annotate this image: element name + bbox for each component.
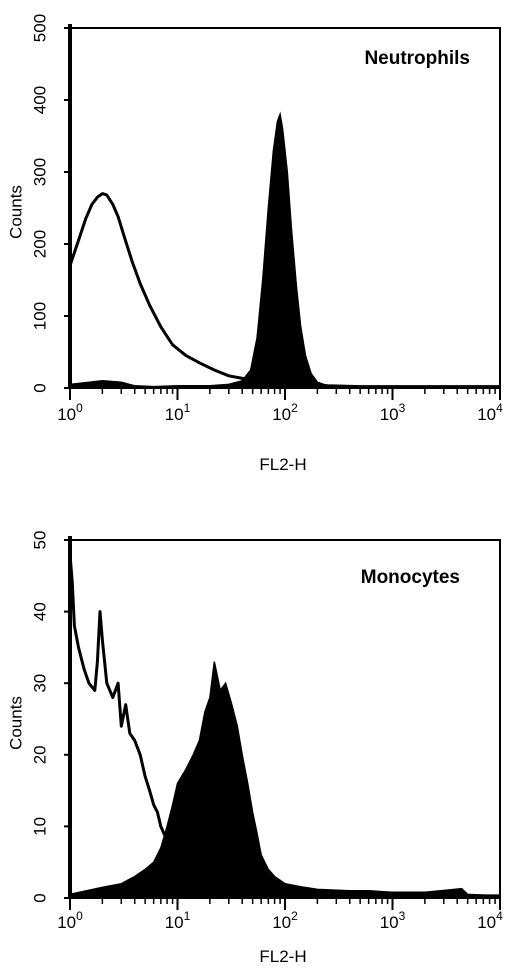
x-tick-label: 102: [272, 401, 298, 424]
x-tick-label: 101: [165, 909, 191, 932]
y-tick-label: 50: [31, 531, 50, 550]
x-tick-label: 103: [380, 401, 406, 424]
x-axis-label: FL2-H: [259, 455, 306, 474]
y-tick-label: 300: [31, 158, 50, 186]
filled-histogram-series: [69, 661, 501, 899]
monocytes-histogram-panel: 0 10 20 30 40 50 100 101 102 103 104 FL2-H Counts Mon…: [7, 531, 504, 966]
x-tick-label: 100: [57, 909, 83, 932]
x-tick-label: 100: [57, 401, 83, 424]
y-tick-label: 400: [31, 86, 50, 114]
plot-frame: [69, 539, 501, 899]
panel-title: Neutrophils: [364, 48, 470, 69]
x-tick-label: 101: [165, 401, 191, 424]
outline-histogram-series: [68, 554, 500, 898]
y-tick-label: 20: [31, 745, 50, 764]
x-tick-label: 103: [380, 909, 406, 932]
y-tick-label: 30: [31, 674, 50, 693]
filled-histogram-series: [69, 111, 501, 389]
y-tick-label: 500: [31, 14, 50, 42]
y-tick-label: 0: [31, 383, 50, 392]
y-axis-label: Counts: [7, 696, 26, 750]
x-axis-label: FL2-H: [259, 947, 306, 966]
y-tick-label: 10: [31, 817, 50, 836]
neutrophils-histogram-panel: 0 100 200 300 400 500 100 101 102 103 104 FL2-H Coun…: [7, 14, 504, 474]
x-tick-label: 102: [272, 909, 298, 932]
x-tick-label: 104: [477, 401, 503, 424]
y-tick-label: 100: [31, 302, 50, 330]
y-tick-label: 0: [31, 893, 50, 902]
panel-title: Monocytes: [361, 567, 460, 588]
y-tick-label: 200: [31, 230, 50, 258]
y-tick-label: 40: [31, 602, 50, 621]
y-axis-label: Counts: [7, 185, 26, 239]
x-tick-label: 104: [477, 909, 503, 932]
